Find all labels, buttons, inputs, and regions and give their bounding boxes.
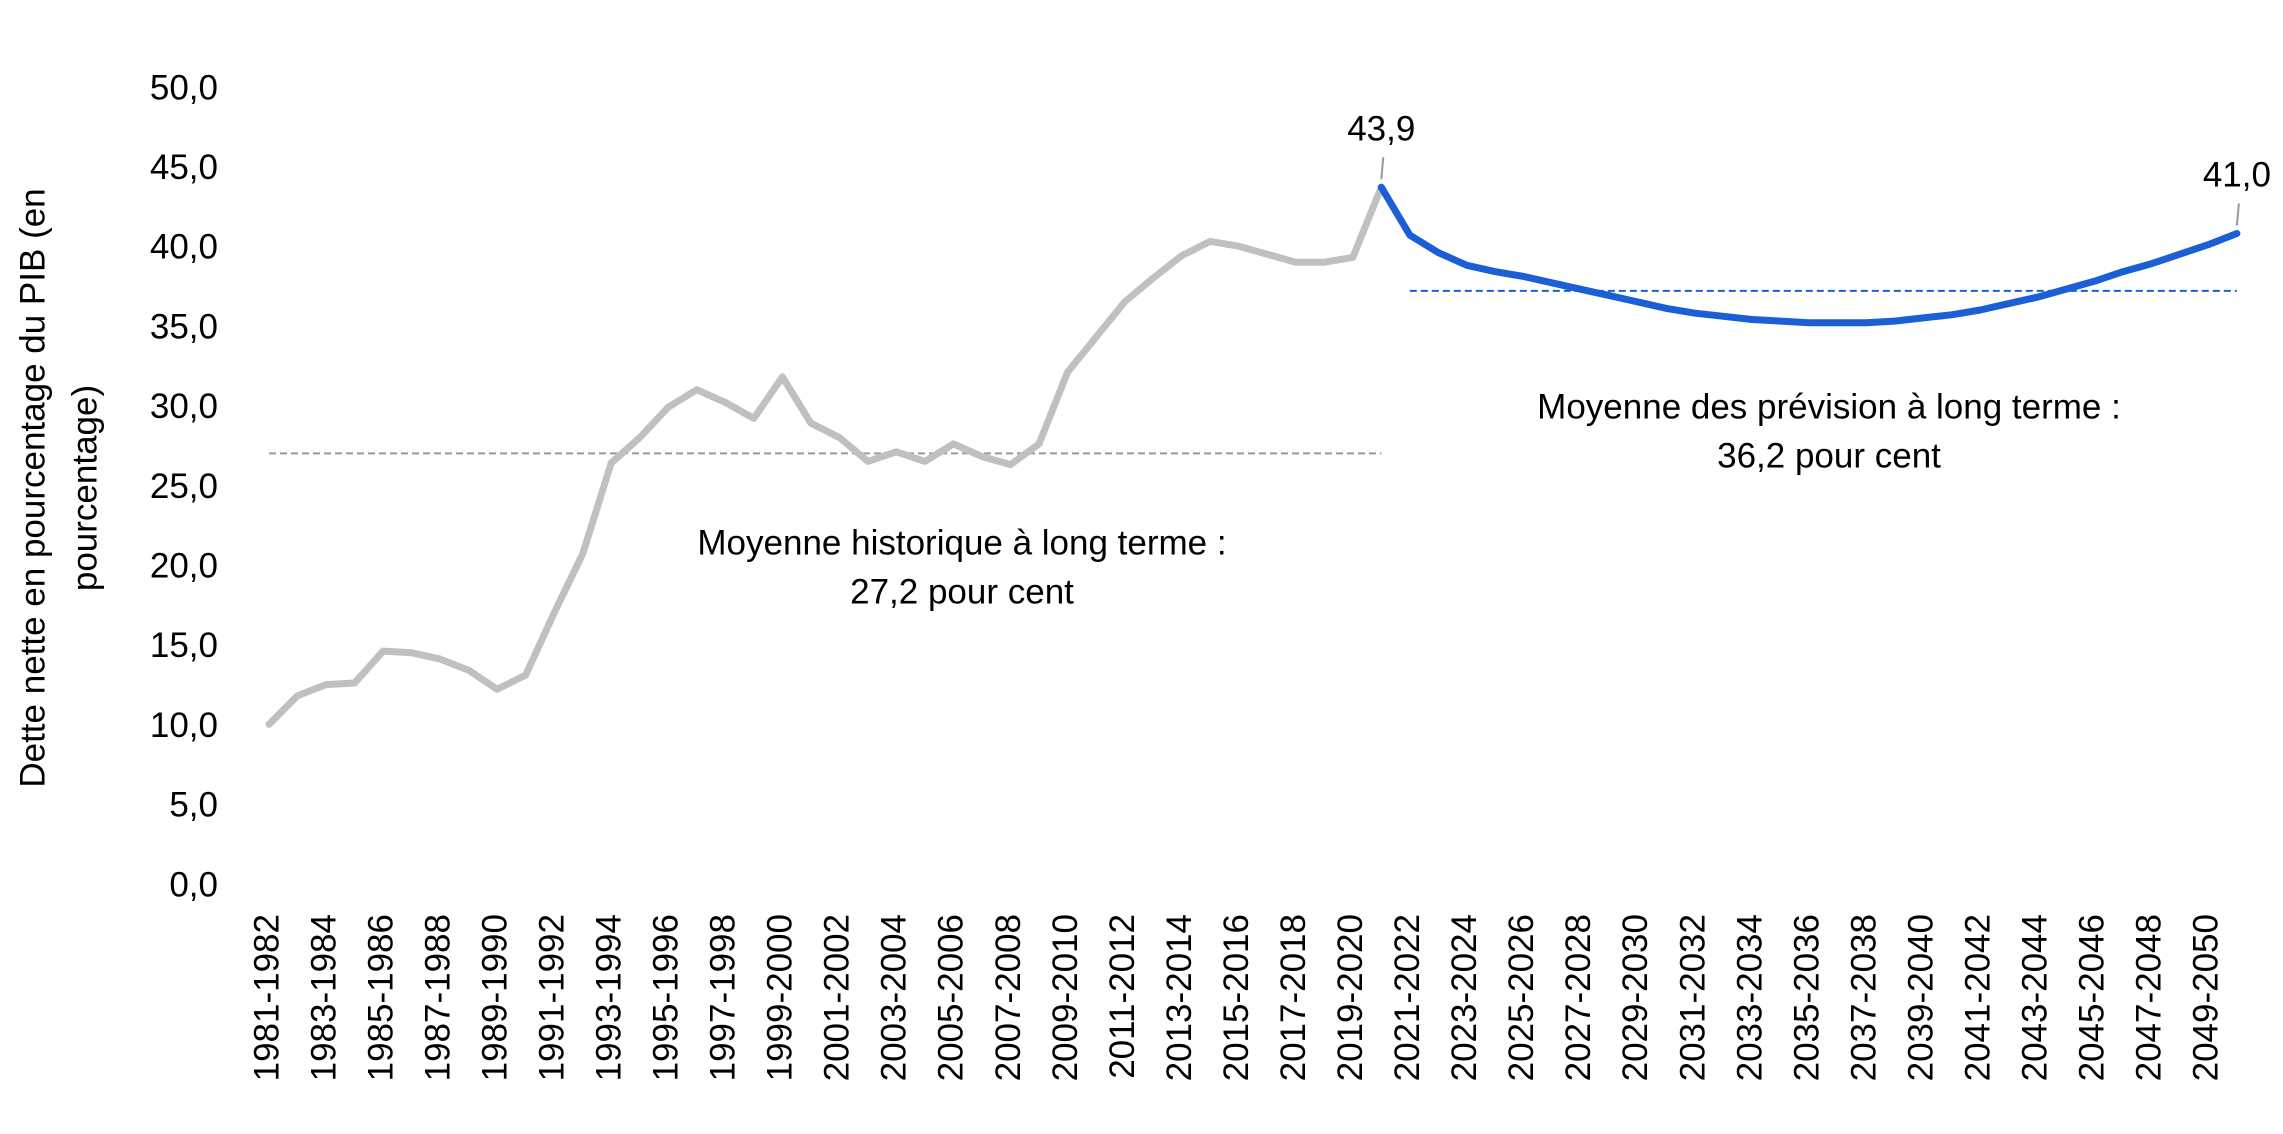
label-leader	[2235, 203, 2240, 226]
x-tick-label: 1999-2000	[761, 914, 800, 1081]
y-tick-label: 45,0	[150, 148, 218, 187]
data-label: 43,9	[1347, 109, 1415, 148]
average-label: 27,2 pour cent	[850, 572, 1074, 611]
x-tick-label: 2047-2048	[2130, 914, 2169, 1081]
x-tick-label: 2017-2018	[1274, 914, 1313, 1081]
y-tick-label: 10,0	[150, 706, 218, 745]
x-tick-label: 2041-2042	[1958, 914, 1997, 1081]
x-tick-label: 2015-2016	[1217, 914, 1256, 1081]
x-tick-label: 2029-2030	[1616, 914, 1655, 1081]
data-label: 41,0	[2203, 156, 2271, 195]
y-tick-label: 0,0	[169, 865, 218, 904]
average-label: Moyenne historique à long terme :	[697, 523, 1226, 562]
y-tick-label: 50,0	[150, 68, 218, 107]
x-tick-label: 2007-2008	[989, 914, 1028, 1081]
x-tick-label: 1993-1994	[589, 914, 628, 1081]
x-tick-label: 1995-1996	[647, 914, 686, 1081]
y-tick-label: 25,0	[150, 467, 218, 506]
x-tick-label: 2035-2036	[1787, 914, 1826, 1081]
x-tick-label: 1981-1982	[247, 914, 286, 1081]
x-tick-label: 2009-2010	[1046, 914, 1085, 1081]
x-tick-label: 2037-2038	[1844, 914, 1883, 1081]
average-label: Moyenne des prévision à long terme :	[1537, 387, 2121, 426]
x-tick-label: 1997-1998	[704, 914, 743, 1081]
y-tick-label: 20,0	[150, 546, 218, 585]
y-tick-label: 40,0	[150, 228, 218, 267]
y-axis-title: pourcentage)	[65, 385, 104, 591]
y-tick-label: 30,0	[150, 387, 218, 426]
y-tick-label: 35,0	[150, 307, 218, 346]
x-tick-label: 2039-2040	[1901, 914, 1940, 1081]
y-tick-label: 5,0	[169, 786, 218, 825]
x-tick-label: 2023-2024	[1445, 914, 1484, 1081]
y-axis-title: Dette nette en pourcentage du PIB (en	[13, 188, 52, 787]
x-tick-label: 2049-2050	[2187, 914, 2226, 1081]
x-tick-label: 1989-1990	[475, 914, 514, 1081]
series-line	[1377, 183, 2241, 327]
series-line	[265, 183, 1385, 728]
x-tick-label: 2001-2002	[818, 914, 857, 1081]
x-tick-label: 2043-2044	[2015, 914, 2054, 1081]
x-tick-label: 1991-1992	[532, 914, 571, 1081]
x-tick-label: 2005-2006	[932, 914, 971, 1081]
x-tick-label: 2019-2020	[1331, 914, 1370, 1081]
x-tick-label: 2031-2032	[1673, 914, 1712, 1081]
x-tick-label: 2011-2012	[1103, 914, 1142, 1079]
average-label: 36,2 pour cent	[1717, 436, 1941, 475]
x-tick-label: 1987-1988	[418, 914, 457, 1081]
x-tick-label: 2021-2022	[1388, 914, 1427, 1081]
x-tick-label: 2013-2014	[1160, 914, 1199, 1081]
x-tick-label: 2027-2028	[1559, 914, 1598, 1081]
label-leader	[1380, 157, 1385, 180]
x-tick-label: 1983-1984	[304, 914, 343, 1081]
y-tick-label: 15,0	[150, 626, 218, 665]
x-tick-label: 1985-1986	[361, 914, 400, 1081]
x-tick-label: 2003-2004	[875, 914, 914, 1081]
x-tick-label: 2045-2046	[2073, 914, 2112, 1081]
x-tick-label: 2025-2026	[1502, 914, 1541, 1081]
x-tick-label: 2033-2034	[1730, 914, 1769, 1081]
